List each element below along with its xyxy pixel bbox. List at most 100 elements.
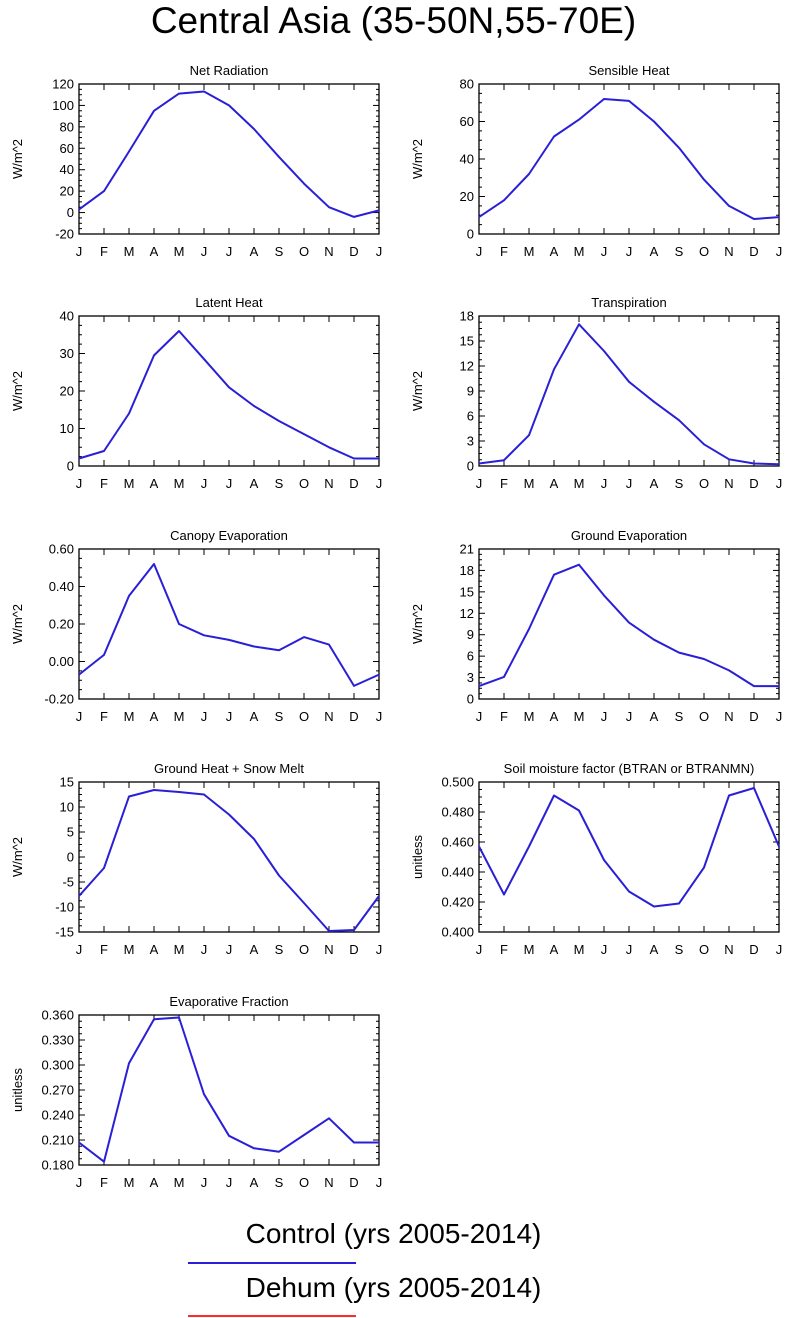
y-tick-label: 0.240: [41, 1108, 74, 1123]
x-tick-label: D: [749, 942, 758, 957]
x-tick-label: F: [500, 244, 508, 259]
y-tick-label: 15: [460, 584, 474, 599]
data-point: [328, 930, 330, 932]
data-point: [703, 443, 705, 446]
series-line-0: [478, 563, 779, 688]
data-point: [178, 791, 180, 793]
x-tick-label: N: [724, 942, 733, 957]
data-point: [103, 1160, 105, 1163]
x-tick-label: J: [601, 476, 608, 491]
x-tick-label: J: [226, 1175, 233, 1190]
legend-swatch-control: [188, 1262, 356, 1264]
data-point: [228, 639, 230, 641]
y-tick-label: 0.400: [441, 925, 474, 940]
x-tick-label: A: [550, 942, 559, 957]
y-tick-label: 0: [467, 227, 474, 242]
y-tick-label: 60: [60, 141, 74, 156]
y-tick-label: 40: [60, 162, 74, 177]
chart-panel-7: Soil moisture factor (BTRAN or BTRANMN) u…: [410, 761, 782, 957]
x-tick-label: D: [349, 709, 358, 724]
y-tick-label: 30: [60, 346, 74, 361]
y-axis-label: W/m^2: [10, 371, 25, 411]
y-tick-label: 80: [460, 77, 474, 92]
data-point: [378, 457, 380, 460]
x-tick-label: O: [299, 476, 309, 491]
x-tick-label: D: [349, 476, 358, 491]
chart-title: Sensible Heat: [589, 63, 670, 78]
y-axis-label: W/m^2: [410, 139, 425, 179]
x-tick-label: S: [675, 476, 684, 491]
y-tick-label: 100: [52, 98, 74, 113]
y-tick-label: 20: [460, 189, 474, 204]
x-tick-label: J: [201, 709, 208, 724]
y-tick-label: 40: [460, 152, 474, 167]
y-tick-label: 0: [467, 692, 474, 707]
y-tick-label: 15: [60, 775, 74, 790]
x-tick-label: A: [150, 709, 159, 724]
data-point: [478, 462, 480, 465]
data-point: [378, 673, 380, 676]
y-tick-label: 120: [52, 77, 74, 92]
chart-panel-8: Evaporative Fraction unitless 0.180 0.210 0.…: [10, 994, 382, 1190]
x-tick-label: N: [324, 709, 333, 724]
x-tick-label: D: [749, 709, 758, 724]
x-tick-label: M: [574, 709, 585, 724]
x-tick-label: N: [324, 942, 333, 957]
y-tick-label: 5: [67, 825, 74, 840]
data-point: [78, 208, 80, 211]
x-tick-label: M: [124, 244, 135, 259]
y-tick-label: 0.60: [49, 542, 74, 557]
data-point: [703, 658, 705, 660]
data-point: [78, 1141, 80, 1144]
y-tick-label: 3: [467, 434, 474, 449]
data-point: [703, 178, 705, 181]
data-point: [653, 401, 655, 403]
x-tick-label: J: [601, 942, 608, 957]
data-point: [628, 621, 630, 624]
x-tick-label: F: [100, 942, 108, 957]
data-point: [753, 462, 755, 465]
data-point: [228, 386, 230, 389]
x-tick-label: A: [650, 244, 659, 259]
data-point: [678, 146, 680, 149]
data-point: [728, 794, 730, 797]
x-tick-label: J: [376, 709, 383, 724]
data-point: [478, 216, 480, 218]
data-point: [228, 813, 230, 816]
data-point: [653, 120, 655, 123]
data-point: [378, 209, 380, 212]
data-point: [528, 628, 530, 630]
x-tick-label: F: [100, 709, 108, 724]
x-tick-label: A: [250, 942, 259, 957]
series-line-0: [478, 787, 780, 908]
x-tick-label: J: [776, 942, 783, 957]
page-title: Central Asia (35-50N,55-70E): [150, 0, 637, 41]
y-axis-label: W/m^2: [10, 139, 25, 179]
data-point: [128, 412, 130, 415]
data-point: [178, 330, 180, 332]
data-point: [78, 673, 80, 676]
x-tick-label: J: [601, 244, 608, 259]
data-point: [353, 457, 355, 460]
x-tick-label: J: [201, 476, 208, 491]
x-tick-label: M: [124, 709, 135, 724]
x-tick-label: J: [776, 476, 783, 491]
x-tick-label: A: [250, 244, 259, 259]
data-point: [478, 845, 480, 848]
x-tick-label: M: [124, 942, 135, 957]
y-tick-label: 0.500: [441, 775, 474, 790]
x-tick-label: S: [675, 942, 684, 957]
y-tick-label: 18: [460, 563, 474, 578]
x-tick-label: J: [226, 942, 233, 957]
data-point: [753, 685, 755, 687]
y-axis-label: W/m^2: [10, 604, 25, 644]
data-point: [728, 205, 730, 207]
x-tick-label: M: [574, 942, 585, 957]
x-tick-label: M: [174, 709, 185, 724]
x-tick-label: J: [376, 244, 383, 259]
data-point: [153, 789, 155, 791]
data-point: [628, 890, 630, 893]
y-axis-label: unitless: [410, 834, 425, 879]
